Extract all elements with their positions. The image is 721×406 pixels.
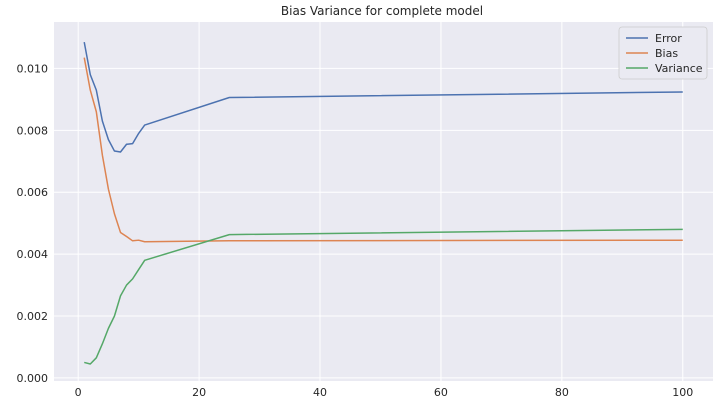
chart-title: Bias Variance for complete model: [281, 4, 483, 18]
y-tick-label: 0.004: [17, 248, 49, 261]
legend-label-bias: Bias: [655, 47, 678, 60]
x-axis-ticks: 0 20 40 60 80 100: [75, 386, 694, 399]
legend: Error Bias Variance: [618, 26, 708, 80]
plot-area: [54, 22, 713, 381]
x-tick-label: 100: [672, 386, 693, 399]
x-tick-label: 0: [75, 386, 82, 399]
legend-label-error: Error: [655, 32, 682, 45]
y-tick-label: 0.010: [17, 62, 49, 75]
x-tick-label: 20: [192, 386, 206, 399]
x-tick-label: 40: [313, 386, 327, 399]
legend-box: [618, 26, 708, 80]
series-lines: [83, 41, 683, 365]
series-line-variance: [84, 228, 683, 365]
x-tick-label: 80: [555, 386, 569, 399]
series-line-error: [83, 41, 683, 153]
y-tick-label: 0.006: [17, 186, 49, 199]
y-tick-label: 0.000: [17, 372, 49, 385]
grid: [54, 22, 713, 381]
x-tick-label: 60: [434, 386, 448, 399]
y-tick-label: 0.002: [17, 310, 49, 323]
legend-label-variance: Variance: [655, 62, 703, 75]
y-tick-label: 0.008: [17, 124, 49, 137]
series-line-bias: [83, 57, 683, 243]
y-axis-ticks: 0.000 0.002 0.004 0.006 0.008 0.010: [17, 62, 49, 384]
